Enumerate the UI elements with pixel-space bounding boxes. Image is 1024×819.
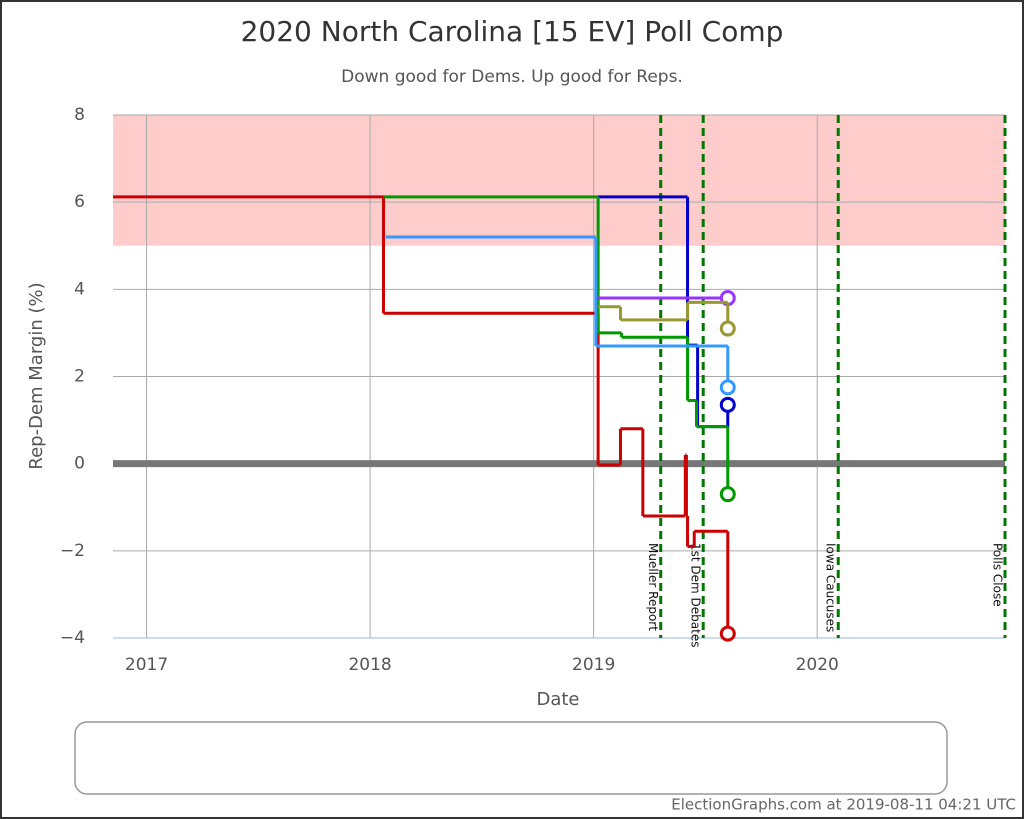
x-tick-label: 2019: [572, 655, 615, 675]
series-end-point: [719, 396, 736, 413]
y-tick-label: 6: [74, 192, 85, 212]
legend: [74, 721, 948, 795]
series-end-point: [719, 320, 736, 337]
y-tick-label: 2: [74, 367, 85, 387]
chart-title: 2020 North Carolina [15 EV] Poll Comp: [241, 15, 784, 48]
shaded-band: [113, 115, 1005, 246]
series-end-point: [719, 625, 736, 642]
series-end-point: [719, 486, 736, 503]
event-label: 1st Dem Debates: [689, 543, 703, 647]
event-label: Mueller Report: [646, 543, 660, 631]
y-tick-label: 8: [74, 105, 85, 125]
series-end-point: [719, 379, 736, 396]
x-tick-label: 2017: [125, 655, 168, 675]
x-tick-label: 2018: [348, 655, 391, 675]
x-tick-label: 2020: [796, 655, 839, 675]
event-label: Polls Close: [991, 543, 1005, 607]
y-tick-label: −4: [60, 628, 85, 648]
y-tick-label: 4: [74, 279, 85, 299]
y-tick-label: −2: [60, 541, 85, 561]
y-tick-label: 0: [74, 454, 85, 474]
chart-subtitle: Down good for Dems. Up good for Reps.: [341, 67, 683, 87]
x-axis-label: Date: [536, 689, 579, 710]
event-label: Iowa Caucuses: [824, 543, 838, 632]
footer: ElectionGraphs.com at 2019-08-11 04:21 U…: [671, 796, 1016, 814]
y-axis-label: Rep-Dem Margin (%): [26, 282, 47, 469]
